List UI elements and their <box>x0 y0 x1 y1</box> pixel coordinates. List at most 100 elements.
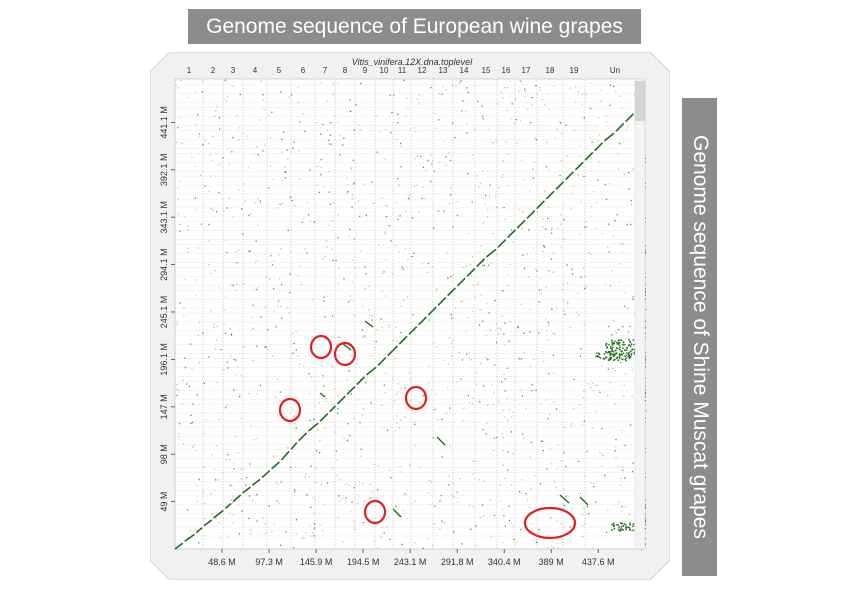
noise-dot <box>583 117 585 119</box>
noise-dot <box>544 104 546 106</box>
noise-dot <box>289 466 292 469</box>
noise-dot <box>578 404 580 406</box>
noise-dot <box>287 447 289 450</box>
noise-dot <box>280 248 282 250</box>
noise-dot <box>309 169 311 171</box>
noise-dot <box>197 247 199 249</box>
noise-dot <box>542 218 544 220</box>
noise-dot <box>583 175 585 178</box>
noise-dot <box>368 309 370 311</box>
noise-dot <box>192 444 195 446</box>
noise-dot <box>619 95 621 98</box>
noise-dot <box>608 325 610 328</box>
cluster-dot <box>631 353 633 355</box>
cluster-dot <box>595 352 598 355</box>
noise-dot <box>543 360 545 362</box>
noise-dot <box>371 181 373 183</box>
noise-dot <box>232 514 235 516</box>
noise-dot <box>205 419 207 421</box>
noise-dot <box>347 423 349 425</box>
noise-dot <box>337 408 339 410</box>
noise-dot <box>592 389 595 392</box>
noise-dot <box>543 245 545 247</box>
noise-dot <box>622 326 624 328</box>
noise-dot <box>241 510 243 512</box>
noise-dot <box>326 295 328 297</box>
noise-dot <box>556 468 558 470</box>
noise-dot <box>450 186 452 189</box>
noise-dot <box>490 536 493 538</box>
cluster-dot <box>628 357 631 360</box>
noise-dot <box>354 484 356 486</box>
noise-dot <box>178 117 181 119</box>
noise-dot <box>590 482 593 484</box>
noise-dot <box>195 294 197 296</box>
noise-dot <box>430 87 432 89</box>
noise-dot <box>289 273 291 275</box>
noise-dot <box>612 357 614 359</box>
cluster-dot <box>611 344 614 346</box>
noise-dot <box>538 528 540 531</box>
noise-dot <box>384 233 386 235</box>
noise-dot <box>313 418 315 421</box>
noise-dot <box>564 313 566 316</box>
noise-dot <box>395 201 397 204</box>
alignment-segment <box>526 209 536 219</box>
noise-dot <box>365 382 367 384</box>
noise-dot <box>323 385 325 387</box>
noise-dot <box>306 252 308 254</box>
noise-dot <box>285 171 287 173</box>
noise-dot <box>560 246 562 248</box>
noise-dot <box>257 287 259 289</box>
noise-dot <box>400 305 402 307</box>
noise-dot <box>521 395 524 397</box>
noise-dot <box>434 113 436 115</box>
noise-dot <box>352 259 354 262</box>
noise-dot <box>531 96 533 99</box>
cluster-dot <box>609 356 611 359</box>
alignment-segment <box>398 335 408 345</box>
cluster-dot <box>614 358 616 361</box>
noise-dot <box>401 543 404 546</box>
noise-dot <box>255 261 257 264</box>
noise-dot <box>337 517 339 519</box>
noise-dot <box>434 505 436 507</box>
noise-dot <box>184 278 187 280</box>
noise-dot <box>541 289 543 291</box>
noise-dot <box>461 110 463 112</box>
cluster-dot <box>619 348 621 351</box>
noise-dot <box>225 458 228 461</box>
cluster-dot <box>616 347 619 350</box>
noise-dot <box>450 275 452 278</box>
noise-dot <box>599 391 601 393</box>
noise-dot <box>208 190 210 193</box>
noise-dot <box>280 481 282 483</box>
noise-dot <box>263 533 265 535</box>
noise-dot <box>304 476 306 478</box>
noise-dot <box>190 422 192 425</box>
noise-dot <box>376 329 378 331</box>
noise-dot <box>502 97 504 99</box>
noise-dot <box>601 428 603 430</box>
noise-dot <box>293 342 295 345</box>
noise-dot <box>418 94 421 96</box>
noise-dot <box>231 522 234 524</box>
alignment-segment <box>307 422 319 432</box>
noise-dot <box>277 300 280 302</box>
noise-dot <box>365 214 367 217</box>
noise-dot <box>346 192 348 194</box>
noise-dot <box>519 209 521 211</box>
noise-dot <box>315 450 318 452</box>
noise-dot <box>534 268 536 270</box>
cluster-dot <box>605 344 607 347</box>
noise-dot <box>233 358 235 361</box>
noise-dot <box>504 322 506 324</box>
noise-dot <box>557 547 559 549</box>
noise-dot <box>351 281 353 283</box>
cluster-dot <box>632 523 635 525</box>
noise-dot <box>610 284 612 286</box>
noise-dot <box>496 253 498 256</box>
noise-dot <box>255 240 257 242</box>
noise-dot <box>439 528 441 530</box>
cluster-dot <box>616 341 618 344</box>
